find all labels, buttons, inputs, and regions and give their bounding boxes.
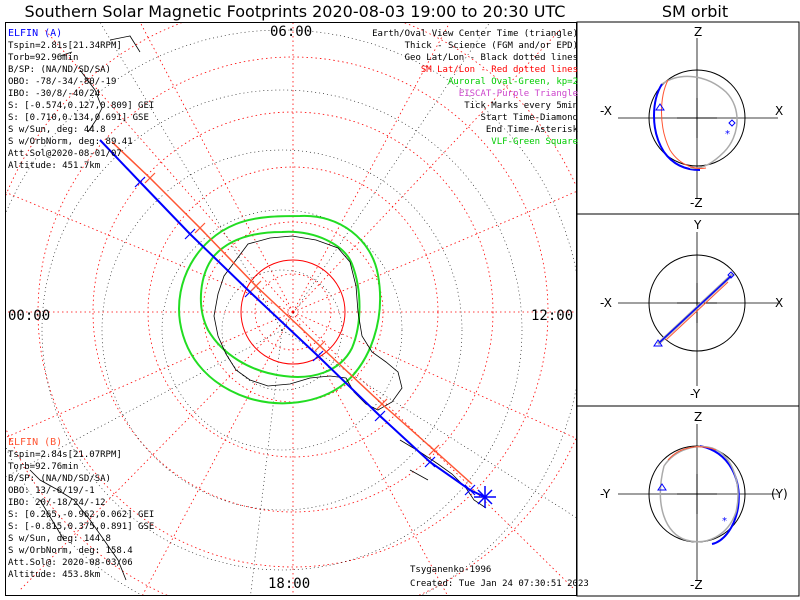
coast-fragment bbox=[59, 35, 141, 133]
orbit-axis-label: -Z bbox=[690, 578, 703, 592]
legend: Earth/Oval View Center Time (triangle) T… bbox=[372, 28, 578, 148]
orbit-axis-label: -X bbox=[600, 104, 612, 118]
elfin-a-line: S w/Sun, deg: 44.8 bbox=[8, 125, 106, 135]
elfin-a-line: Tspin=2.81s[21.34RPM] bbox=[8, 41, 122, 51]
mlt-label-right: 12:00 bbox=[531, 308, 574, 324]
svg-text:*: * bbox=[722, 516, 727, 527]
orbit-axis-label: Z bbox=[694, 410, 703, 424]
elfin-a-line: Altitude: 451.7km bbox=[8, 161, 101, 171]
orbit-axis-label: (Y) bbox=[771, 487, 788, 501]
elfin-a-line: B/SP: (NA/ND/SD/SA) bbox=[8, 65, 111, 75]
mlt-label-left: 00:00 bbox=[8, 308, 51, 324]
elfin-b-name: ELFIN (B) bbox=[8, 437, 63, 448]
antarctica-coast bbox=[213, 235, 403, 411]
elfin-b-line: S w/OrbNorm, deg: 158.4 bbox=[8, 546, 133, 556]
elfin-a-line: S: [0.710,0.134,0.691] GSE bbox=[8, 113, 149, 123]
track-tick-mark bbox=[134, 176, 146, 188]
elfin-b-info: ELFIN (B) Tspin=2.84s[21.07RPM] Torb=92.… bbox=[8, 437, 154, 581]
legend-item: End Time-Asterisk bbox=[485, 125, 578, 135]
orbit-axis-label: Y bbox=[694, 218, 702, 232]
page-title: Southern Solar Magnetic Footprints 2020-… bbox=[24, 2, 566, 21]
elfin-b-track bbox=[111, 141, 473, 485]
elfin-b-line: OBO: 13/-6/19/-1 bbox=[8, 486, 95, 496]
elfin-b-line: Torb=92.76min bbox=[8, 462, 79, 472]
orbit-axis-label: -Z bbox=[690, 196, 703, 210]
sm-lat-circle bbox=[37, 56, 549, 568]
legend-item: Thick - Science (FGM and/or EPD) bbox=[404, 41, 578, 51]
track-tick-mark bbox=[194, 222, 206, 234]
legend-item: Geo Lat/Lon - Black dotted lines bbox=[404, 53, 578, 63]
elfin-b-line: Att.Sol@: 2020-08-03/06 bbox=[8, 558, 133, 568]
elfin-b-line: Altitude: 453.8km bbox=[8, 570, 101, 580]
elfin-b-line: S w/Sun, deg: 144.8 bbox=[8, 534, 111, 544]
coast-fragment bbox=[399, 439, 487, 509]
elfin-b-line: B/SP: (NA/ND/SD/SA) bbox=[8, 474, 111, 484]
orbit-panels: * * bbox=[576, 21, 800, 597]
track-tick-mark bbox=[312, 350, 324, 362]
track-tick-mark bbox=[376, 398, 388, 410]
track-tick-mark bbox=[250, 280, 262, 292]
orbit-axis-label: -Y bbox=[690, 387, 701, 401]
elfin-b-line: IBO: 20/-18/24/-12 bbox=[8, 498, 106, 508]
legend-item: Tick Marks every 5min bbox=[464, 101, 578, 111]
auroral-oval-outer bbox=[178, 214, 382, 405]
orbit-axis-label: X bbox=[775, 296, 784, 310]
end-asterisk bbox=[474, 486, 496, 508]
elfin-a-line: IBO: -30/8/-40/24 bbox=[8, 89, 101, 99]
coast-fragment bbox=[29, 469, 127, 581]
elfin-a-name: ELFIN (A) bbox=[8, 28, 63, 39]
elfin-b-line: Tspin=2.84s[21.07RPM] bbox=[8, 450, 122, 460]
orbit-panel-xy bbox=[618, 232, 778, 386]
legend-item: Start Time-Diamond bbox=[480, 113, 578, 123]
svg-text:*: * bbox=[725, 129, 730, 140]
legend-item: SM Lat/Lon - Red dotted lines bbox=[420, 65, 578, 75]
elfin-a-line: S: [-0.574,0.127,0.809] GEI bbox=[8, 101, 155, 111]
elfin-a-line: S w/OrbNorm, deg: 89.41 bbox=[8, 137, 133, 147]
track-tick-mark bbox=[464, 484, 476, 496]
created-timestamp: Created: Tue Jan 24 07:30:51 2023 bbox=[410, 579, 589, 589]
track-tick-mark bbox=[428, 444, 440, 456]
track-tick-mark bbox=[184, 228, 196, 240]
elfin-a-info: ELFIN (A) Tspin=2.81s[21.34RPM] Torb=92.… bbox=[8, 28, 154, 172]
track-tick-mark bbox=[374, 410, 386, 422]
elfin-a-track bbox=[99, 139, 486, 498]
sm-lat-circle bbox=[92, 111, 494, 513]
elfin-b-line: S: [-0.815,0.375,0.891] GSE bbox=[8, 522, 155, 532]
legend-item: EISCAT-Purple Triangle bbox=[458, 89, 578, 99]
model-credit: Tsyganenko-1996 bbox=[410, 565, 492, 575]
orbit-panel-xz: * bbox=[618, 38, 778, 198]
orbit-axis-label: -Y bbox=[600, 487, 611, 501]
orbit-axis-label: -X bbox=[600, 296, 612, 310]
track-tick-mark bbox=[314, 340, 326, 352]
elfin-a-line: OBO: -78/-34/-80/-19 bbox=[8, 77, 117, 87]
orbit-panel-yz: * bbox=[618, 424, 778, 580]
mlt-label-top: 06:00 bbox=[270, 24, 313, 40]
elfin-a-line: Att.Sol@2020-08-01/07 bbox=[8, 149, 122, 159]
elfin-a-line: Torb=92.96min bbox=[8, 53, 79, 63]
orbit-title: SM orbit bbox=[661, 2, 729, 21]
orbit-axis-label: Z bbox=[694, 25, 703, 39]
track-tick-mark bbox=[144, 172, 156, 184]
legend-item: Earth/Oval View Center Time (triangle) bbox=[372, 29, 578, 39]
sm-pole-circle bbox=[240, 259, 346, 365]
sm-lat-circle bbox=[254, 273, 332, 351]
legend-item: VLF-Green Square bbox=[491, 137, 578, 147]
elfin-b-line: S: [0.265,-0.962,0.062] GEI bbox=[8, 510, 155, 520]
track-tick-mark bbox=[424, 456, 436, 468]
mlt-label-bottom: 18:00 bbox=[268, 576, 311, 592]
orbit-axis-label: X bbox=[775, 104, 784, 118]
legend-item: Auroral Oval-Green, kp=2 bbox=[447, 77, 578, 87]
